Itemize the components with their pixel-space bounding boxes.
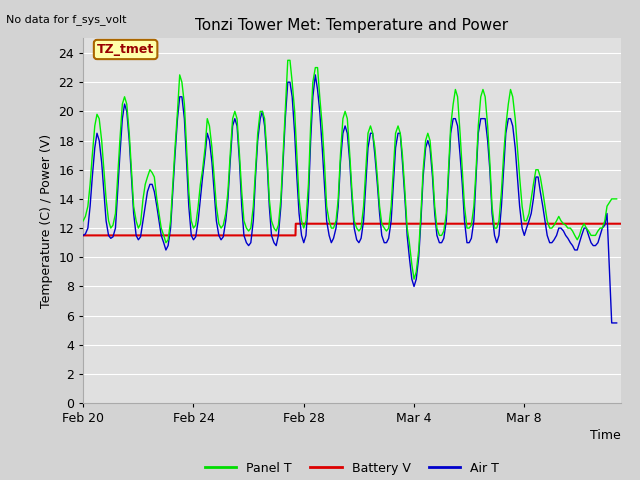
Y-axis label: Temperature (C) / Power (V): Temperature (C) / Power (V) (40, 134, 52, 308)
Text: TZ_tmet: TZ_tmet (97, 43, 154, 56)
Text: Time: Time (590, 429, 621, 442)
Text: No data for f_sys_volt: No data for f_sys_volt (6, 14, 127, 25)
Legend: Panel T, Battery V, Air T: Panel T, Battery V, Air T (200, 457, 504, 480)
Title: Tonzi Tower Met: Temperature and Power: Tonzi Tower Met: Temperature and Power (195, 18, 509, 33)
